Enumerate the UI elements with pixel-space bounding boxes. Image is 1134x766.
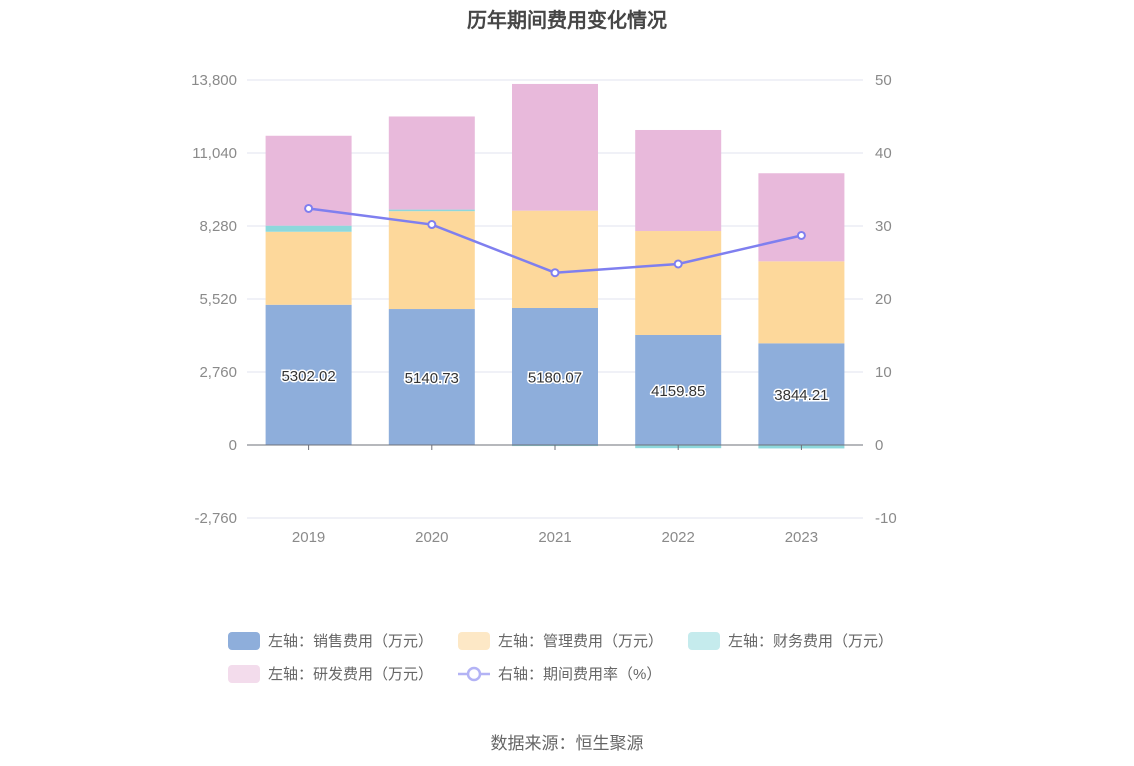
rate-point xyxy=(550,268,560,278)
y-left-tick-label: 11,040 xyxy=(192,145,237,162)
bar-series0-2019 xyxy=(265,304,352,445)
legend-label-rate: 右轴：期间费用率（%） xyxy=(498,666,662,683)
y-right-tick-label: 50 xyxy=(875,72,892,89)
legend-line-icon xyxy=(458,666,490,681)
bar-series2-2020 xyxy=(388,209,475,212)
bars xyxy=(265,83,845,449)
bar-series0-2023 xyxy=(758,343,845,445)
x-tick-label: 2022 xyxy=(662,529,695,546)
axes: 13,800 50 11,040 40 8,280 30 5,520 20 2,760 10 0 0 -… xyxy=(191,72,897,546)
x-tick-label: 2023 xyxy=(785,529,818,546)
bar-series1-2022 xyxy=(635,231,722,335)
legend-item-rate[interactable]: 右轴：期间费用率（%） xyxy=(458,663,661,684)
bar-series0-2021 xyxy=(512,307,598,445)
legend-swatch-finance xyxy=(688,631,720,650)
rate-line xyxy=(304,203,806,278)
y-right-tick-label: -10 xyxy=(875,510,897,527)
y-left-tick-label: 13,800 xyxy=(191,72,237,89)
bar-series3-2022 xyxy=(635,129,722,232)
bar-series1-2019 xyxy=(265,231,352,305)
bar-series1-2021 xyxy=(512,210,598,308)
bar-series0-2020 xyxy=(388,309,475,445)
legend-swatch-admin xyxy=(458,631,490,650)
chart-title: 历年期间费用变化情况 xyxy=(467,10,667,32)
bar-value-label: 5180.07 xyxy=(528,369,582,386)
bar-series1-2023 xyxy=(758,261,845,344)
y-left-tick-label: -2,760 xyxy=(194,510,237,527)
rate-point xyxy=(427,220,437,230)
rate-point xyxy=(304,203,314,213)
legend-label-admin: 左轴：管理费用（万元） xyxy=(498,633,664,650)
bar-series3-2023 xyxy=(758,173,845,262)
y-left-tick-label: 8,280 xyxy=(199,218,237,235)
x-tick-label: 2019 xyxy=(292,529,325,546)
legend-item-rd[interactable]: 左轴：研发费用（万元） xyxy=(228,663,433,684)
y-left-tick-label: 2,760 xyxy=(199,364,237,381)
legend-label-sales: 左轴：销售费用（万元） xyxy=(268,633,434,650)
bar-series3-2021 xyxy=(512,83,598,211)
x-tick-label: 2021 xyxy=(538,529,571,546)
y-right-tick-label: 40 xyxy=(875,145,892,162)
x-tick-label: 2020 xyxy=(415,529,448,546)
y-left-tick-label: 5,520 xyxy=(199,291,237,308)
legend-label-rd: 左轴：研发费用（万元） xyxy=(268,666,434,683)
bar-value-label: 3844.21 xyxy=(774,387,828,404)
legend-swatch-rd xyxy=(228,664,260,683)
legend-item-sales[interactable]: 左轴：销售费用（万元） xyxy=(228,630,433,651)
data-labels: 5302.02 5140.73 5180.07 4159.85 3844.21 xyxy=(280,366,830,405)
y-right-tick-label: 0 xyxy=(875,437,883,454)
bar-series3-2020 xyxy=(388,116,475,210)
bar-series0-2022 xyxy=(635,334,722,445)
bar-value-label: 4159.85 xyxy=(651,383,705,400)
y-left-tick-label: 0 xyxy=(229,437,237,454)
legend-item-admin[interactable]: 左轴：管理费用（万元） xyxy=(458,630,663,651)
legend-item-finance[interactable]: 左轴：财务费用（万元） xyxy=(688,630,893,651)
bar-value-label: 5302.02 xyxy=(281,368,335,385)
source-note: 数据来源：恒生聚源 xyxy=(490,734,644,753)
bar-series2-2019 xyxy=(265,225,352,232)
y-right-tick-label: 20 xyxy=(875,291,892,308)
legend-label-finance: 左轴：财务费用（万元） xyxy=(728,633,894,650)
bar-value-label: 5140.73 xyxy=(405,370,459,387)
legend-swatch-sales xyxy=(228,631,260,650)
rate-point xyxy=(673,259,683,269)
rate-point xyxy=(796,230,806,240)
y-right-tick-label: 10 xyxy=(875,364,892,381)
y-right-tick-label: 30 xyxy=(875,218,892,235)
